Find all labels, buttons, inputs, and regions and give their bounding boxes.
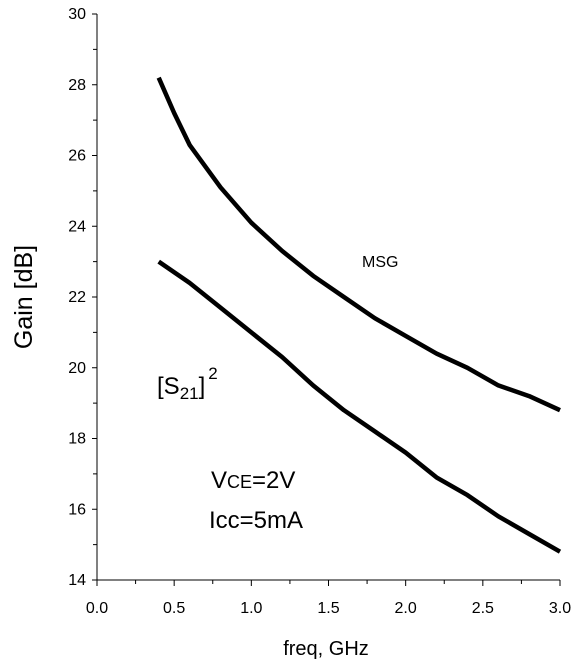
s21-open: [S xyxy=(157,373,180,400)
y-axis-title: Gain [dB] xyxy=(10,245,38,349)
x-tick-label: 2.0 xyxy=(395,600,417,617)
msg-series-line xyxy=(156,76,561,413)
s21-annotation: [S21] 2 xyxy=(157,364,218,403)
y-tick-label: 18 xyxy=(68,431,86,448)
vce-sub: CE xyxy=(227,472,252,492)
s21-sub: 21 xyxy=(180,384,199,403)
y-tick-label: 26 xyxy=(68,148,86,165)
y-tick-label: 24 xyxy=(68,218,86,235)
ticks-group: 14 16 18 20 22 24 26 28 30 0.0 0.5 1.0 1.5 2.0 2.5 3.0 xyxy=(68,6,571,617)
x-axis-title: freq, GHz xyxy=(283,638,369,660)
y-tick-label: 22 xyxy=(68,289,86,306)
x-tick-label: 1.5 xyxy=(317,600,339,617)
msg-annotation: MSG xyxy=(362,254,398,271)
series-group xyxy=(156,76,562,554)
y-tick-label: 16 xyxy=(68,501,86,518)
y-tick-label: 28 xyxy=(68,77,86,94)
y-tick-label: 30 xyxy=(68,6,86,23)
bias-label-background xyxy=(200,454,370,538)
x-tick-label: 1.0 xyxy=(240,600,262,617)
y-tick-label: 20 xyxy=(68,360,86,377)
x-tick-label: 0.5 xyxy=(163,600,185,617)
vce-value: =2V xyxy=(252,467,295,494)
vce-annotation: VCE=2V xyxy=(211,467,295,494)
x-tick-label: 3.0 xyxy=(549,600,571,617)
s21-sup: 2 xyxy=(208,364,217,383)
vce-main: V xyxy=(211,467,227,494)
s21-series-line xyxy=(157,259,562,554)
x-tick-label: 2.5 xyxy=(472,600,494,617)
x-tick-label: 0.0 xyxy=(86,600,108,617)
y-tick-label: 14 xyxy=(68,572,86,589)
s21-close: ] xyxy=(199,373,206,400)
icc-annotation: Icc=5mA xyxy=(209,507,303,534)
